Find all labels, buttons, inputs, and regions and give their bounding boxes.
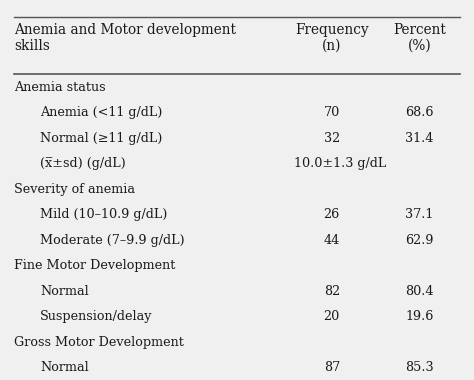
Text: (x̅±sd) (g/dL): (x̅±sd) (g/dL) <box>40 157 126 170</box>
Text: Normal: Normal <box>40 361 89 374</box>
Text: 37.1: 37.1 <box>405 208 434 221</box>
Text: Moderate (7–9.9 g/dL): Moderate (7–9.9 g/dL) <box>40 234 185 247</box>
Text: 87: 87 <box>324 361 340 374</box>
Text: 19.6: 19.6 <box>405 310 434 323</box>
Text: 80.4: 80.4 <box>405 285 434 298</box>
Text: Anemia status: Anemia status <box>14 81 106 94</box>
Text: 10.0±1.3 g/dL: 10.0±1.3 g/dL <box>294 157 386 170</box>
Text: Normal: Normal <box>40 285 89 298</box>
Text: 20: 20 <box>324 310 340 323</box>
Text: Gross Motor Development: Gross Motor Development <box>14 336 184 348</box>
Text: Mild (10–10.9 g/dL): Mild (10–10.9 g/dL) <box>40 208 168 221</box>
Text: 26: 26 <box>324 208 340 221</box>
Text: 62.9: 62.9 <box>405 234 434 247</box>
Text: 44: 44 <box>324 234 340 247</box>
Text: Frequency
(n): Frequency (n) <box>295 23 369 53</box>
Text: Fine Motor Development: Fine Motor Development <box>14 259 175 272</box>
Text: Normal (≥11 g/dL): Normal (≥11 g/dL) <box>40 132 163 145</box>
Text: 85.3: 85.3 <box>405 361 434 374</box>
Text: Severity of anemia: Severity of anemia <box>14 183 135 196</box>
Text: Anemia and Motor development
skills: Anemia and Motor development skills <box>14 23 236 53</box>
Text: 32: 32 <box>324 132 340 145</box>
Text: 68.6: 68.6 <box>405 106 434 119</box>
Text: 82: 82 <box>324 285 340 298</box>
Text: 70: 70 <box>324 106 340 119</box>
Text: Suspension/delay: Suspension/delay <box>40 310 153 323</box>
Text: 31.4: 31.4 <box>405 132 434 145</box>
Text: Percent
(%): Percent (%) <box>393 23 446 53</box>
Text: Anemia (<11 g/dL): Anemia (<11 g/dL) <box>40 106 163 119</box>
